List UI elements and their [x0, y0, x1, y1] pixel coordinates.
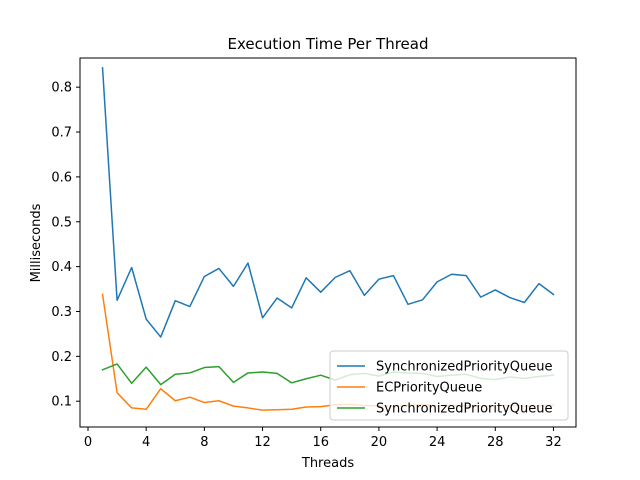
x-axis: 0 4 8 12 16 20 24 28 32: [84, 427, 562, 450]
legend-entries: SynchronizedPriorityQueue ECPriorityQueue…: [337, 360, 552, 417]
x-axis-label: Threads: [301, 456, 354, 471]
legend-box: [329, 350, 569, 421]
y-tick-label: 0.7: [51, 126, 72, 141]
y-tick-label: 0.1: [51, 395, 72, 410]
y-tick-label: 0.8: [51, 81, 72, 96]
y-tick-label: 0.2: [51, 350, 72, 365]
y-tick-label: 0.3: [51, 305, 72, 320]
legend-label-1: SynchronizedPriorityQueue: [376, 360, 552, 375]
legend: SynchronizedPriorityQueue ECPriorityQueue…: [329, 350, 569, 421]
chart-title: Execution Time Per Thread: [228, 35, 429, 53]
x-tick-label: 20: [371, 435, 388, 450]
x-tick-label: 16: [312, 435, 329, 450]
x-tick-label: 24: [429, 435, 446, 450]
series-line-1: [101, 67, 555, 338]
x-tick-label: 12: [254, 435, 271, 450]
x-tick-label: 0: [84, 435, 92, 450]
legend-label-2: ECPriorityQueue: [376, 381, 482, 396]
y-axis: 0.1 0.2 0.3 0.4 0.5 0.6 0.7 0.8: [51, 81, 80, 410]
y-tick-label: 0.6: [51, 170, 72, 185]
y-tick-label: 0.5: [51, 215, 72, 230]
plot-frame: [79, 57, 577, 428]
x-tick-label: 32: [545, 435, 562, 450]
x-tick-label: 28: [487, 435, 504, 450]
x-tick-label: 8: [200, 435, 208, 450]
x-tick-label: 4: [142, 435, 150, 450]
legend-label-3: SynchronizedPriorityQueue: [376, 402, 552, 417]
y-tick-label: 0.4: [51, 260, 72, 275]
y-axis-label: Milliseconds: [29, 203, 44, 282]
